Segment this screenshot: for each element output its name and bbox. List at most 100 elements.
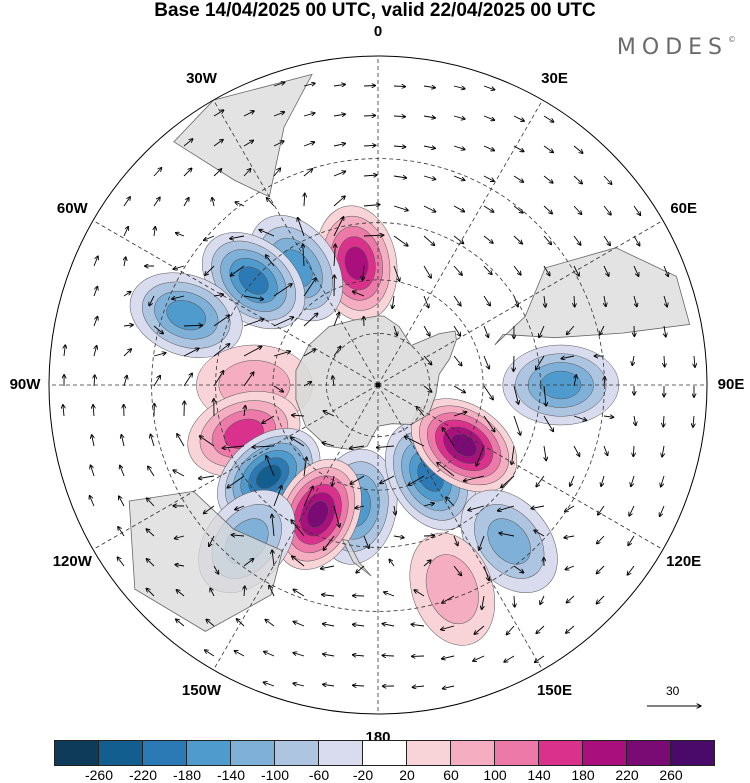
wind-vector [243,111,254,117]
wind-vector [423,116,436,118]
wind-vector [513,565,524,573]
wind-vector [293,683,305,687]
wind-vector [476,445,485,466]
wind-vector [352,685,365,686]
wind-vector [564,536,575,538]
wind-vector [272,550,274,567]
wind-vector [513,265,521,275]
wind-vector [363,235,384,236]
wind-vector [291,520,305,537]
wind-vector [483,235,493,243]
wind-vector [382,624,395,626]
wind-vector [183,197,189,207]
colorbar-ticks: -260 -220 -180 -140 -100 -60 -20 20 60 100 140 180 2… [0,767,750,783]
colorbar-swatch [99,741,143,765]
wind-vector [63,405,64,417]
wind-vector [573,415,587,421]
wind-vector [453,85,465,89]
wind-vector [153,168,162,177]
wind-vector [213,315,230,327]
wind-vector [566,625,575,633]
wind-vector [423,355,432,365]
wind-vector [540,595,545,605]
wind-vector [536,475,545,487]
wind-vector [350,475,365,484]
wind-vector [376,446,395,448]
wind-vector [349,445,365,449]
colorbar-swatch [539,741,583,765]
meridian [213,384,379,671]
wind-vector [543,205,553,214]
wind-vector [603,265,609,276]
wind-vector [292,556,305,567]
wind-vector [123,197,130,207]
wind-vector [146,559,155,567]
wind-vector [453,235,464,244]
meridian [213,99,379,386]
meridian [92,220,379,386]
wind-vector [463,475,485,481]
wind-vector [384,592,395,597]
wind-vector [176,619,185,627]
wind-vector [453,295,461,306]
wind-vector [573,235,581,245]
wind-vector [514,355,515,372]
wind-vector [243,559,254,567]
wind-vector [412,686,425,687]
wind-vector [604,295,606,307]
wind-vector [483,265,492,275]
wind-vector [293,621,305,627]
copyright-mark: © [728,35,736,44]
reference-vector [647,684,705,714]
wind-vector [453,412,467,417]
wind-vector [393,146,406,147]
colorbar-tick-label: -60 [308,767,330,783]
wind-vector [363,265,364,281]
wind-vector [423,235,435,246]
wind-vector [393,116,406,117]
wind-vector [333,312,339,327]
wind-vector [203,235,215,241]
wind-vector [230,265,245,276]
wind-vector [333,376,335,387]
wind-vector [244,405,245,417]
colorbar-tick-label: 180 [571,767,595,783]
wind-vector [213,565,219,574]
wind-vector [574,375,576,387]
anomaly-contour [487,518,531,565]
wind-vector [236,619,245,627]
wind-vector [210,588,215,597]
wind-vector [153,375,160,387]
australia-landmass [128,490,283,632]
wind-vector [93,316,98,327]
wind-vector [293,589,305,597]
wind-vector [333,217,344,237]
wind-vector [148,466,155,477]
wind-vector [631,475,635,487]
wind-vector [259,230,275,237]
colorbar-tick-label: -260 [84,767,114,783]
wind-vector [303,278,316,297]
colorbar-tick-label: -220 [128,767,158,783]
wind-vector [123,291,131,297]
wind-vector [333,84,346,86]
wind-vector [423,385,432,392]
longitude-label: 30E [541,70,568,88]
wind-vector [423,205,436,212]
wind-vector [174,536,185,539]
wind-vector [303,169,313,177]
wind-vector [94,345,97,357]
wind-vector [543,145,554,153]
wind-vector [146,529,155,537]
colorbar-swatch [143,741,187,765]
wind-vector [543,265,550,276]
wind-vector [334,244,335,267]
wind-vector [273,168,281,177]
wind-vector [89,495,95,507]
wind-vector [333,143,346,146]
longitude-label: 60W [56,199,88,217]
wind-vector [544,445,546,461]
wind-vector [303,113,315,117]
wind-vector [183,348,199,357]
colorbar-swatch [451,741,495,765]
